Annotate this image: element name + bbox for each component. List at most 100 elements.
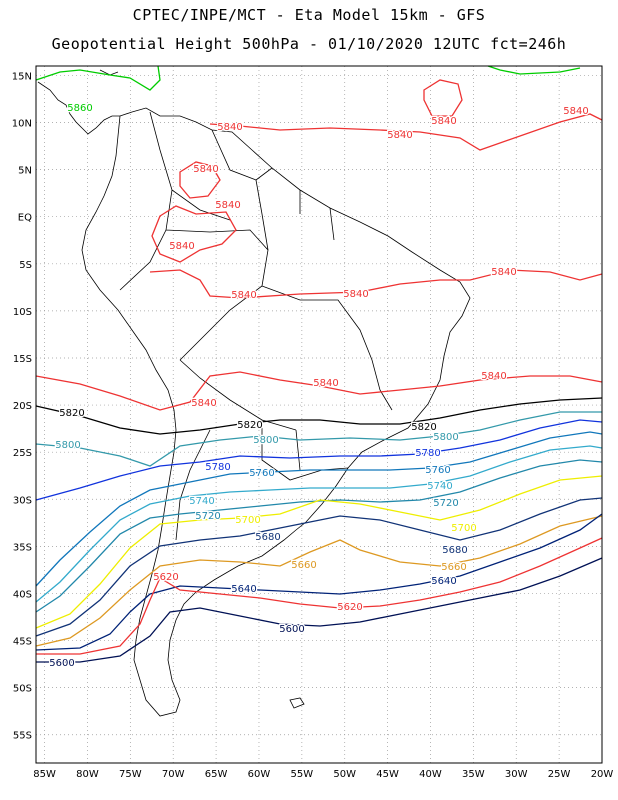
contour-line-5640 (35, 513, 603, 651)
contour-label-5840: 5840 (193, 164, 218, 175)
contour-line-5840 (423, 79, 463, 117)
title-line-2: Geopotential Height 500hPa - 01/10/2020 … (51, 35, 567, 53)
contour-label-5780: 5780 (205, 462, 230, 473)
lon-tick-label: 25W (548, 769, 571, 780)
contour-line-5780 (35, 419, 603, 501)
contour-label-5840: 5840 (491, 267, 516, 278)
contour-line-5840 (35, 371, 603, 411)
contour-label-5700: 5700 (235, 515, 260, 526)
contour-line-5700 (35, 475, 603, 629)
lon-tick-label: 70W (162, 769, 185, 780)
contour-label-5740: 5740 (427, 481, 452, 492)
contour-line-5840 (149, 269, 603, 299)
contour-line-5740 (35, 445, 603, 603)
map-frame (35, 65, 603, 764)
contour-label-5840: 5840 (481, 371, 506, 382)
contour-label-5800: 5800 (55, 440, 80, 451)
lon-tick-label: 45W (376, 769, 399, 780)
contour-label-5840: 5840 (169, 241, 194, 252)
latitude-tick-labels: 15N 10N 5N EQ 5S 10S 15S 20S 25S 30S 35S 40S 45S 50S 5… (12, 71, 32, 741)
contour-labels: 5860 5840 5840 5840 5840 5840 5840 5840 5840 5840… (48, 102, 590, 671)
south-america-coast (81, 107, 471, 717)
contour-label-5700: 5700 (451, 523, 476, 534)
contour-label-5860: 5860 (67, 103, 92, 114)
coastlines-and-borders (37, 69, 471, 717)
lat-tick-label: 10S (13, 307, 32, 318)
contour-label-5840: 5840 (343, 289, 368, 300)
lon-tick-label: 60W (248, 769, 271, 780)
contour-label-5720: 5720 (433, 498, 458, 509)
contour-label-5840: 5840 (313, 378, 338, 389)
contour-label-5660: 5660 (291, 560, 316, 571)
lat-tick-label: EQ (18, 213, 32, 224)
contour-label-5600: 5600 (279, 624, 304, 635)
contour-label-5820: 5820 (411, 422, 436, 433)
country-borders (119, 111, 393, 541)
lat-tick-label: 50S (13, 684, 32, 695)
title-line-1: CPTEC/INPE/MCT - Eta Model 15km - GFS (132, 6, 486, 24)
lat-tick-label: 35S (13, 542, 32, 553)
contour-label-5740: 5740 (189, 496, 214, 507)
lat-lon-grid (36, 66, 603, 763)
lon-tick-label: 65W (205, 769, 228, 780)
contour-label-5620: 5620 (153, 572, 178, 583)
contour-line-5600 (36, 557, 603, 663)
lon-tick-label: 85W (33, 769, 56, 780)
contour-label-5640: 5640 (231, 584, 256, 595)
contour-line-5620 (36, 537, 603, 655)
lon-tick-label: 50W (333, 769, 356, 780)
lat-tick-label: 15N (12, 71, 32, 82)
contour-line-5860 (35, 65, 581, 91)
falkland-islands (289, 697, 305, 709)
contour-line-5800 (35, 411, 602, 467)
contour-line-5660 (35, 515, 603, 647)
contour-line-5760 (35, 431, 603, 587)
contour-label-5840: 5840 (191, 398, 216, 409)
lat-tick-label: 45S (13, 637, 32, 648)
contour-label-5760: 5760 (425, 465, 450, 476)
contour-label-5840: 5840 (431, 116, 456, 127)
lat-tick-label: 25S (13, 448, 32, 459)
contour-label-5660: 5660 (441, 562, 466, 573)
lat-tick-label: 5N (18, 166, 32, 177)
contour-line-5840 (151, 161, 237, 263)
contour-label-5640: 5640 (431, 576, 456, 587)
contour-label-5820: 5820 (237, 420, 262, 431)
lon-tick-label: 35W (462, 769, 485, 780)
contour-line-5680 (35, 497, 603, 637)
contour-line-5820 (35, 397, 603, 435)
lat-tick-label: 20S (13, 401, 32, 412)
contour-label-5800: 5800 (433, 432, 458, 443)
lat-tick-label: 10N (12, 119, 32, 130)
contour-label-5600: 5600 (49, 658, 74, 669)
contour-lines (35, 65, 603, 663)
lat-tick-label: 30S (13, 495, 32, 506)
contour-label-5840: 5840 (231, 290, 256, 301)
lat-tick-label: 55S (13, 731, 32, 742)
contour-label-5780: 5780 (415, 448, 440, 459)
lat-tick-label: 15S (13, 354, 32, 365)
contour-label-5720: 5720 (195, 511, 220, 522)
lat-tick-label: 5S (19, 260, 32, 271)
contour-label-5840: 5840 (217, 122, 242, 133)
lon-tick-label: 55W (291, 769, 314, 780)
lon-tick-label: 40W (419, 769, 442, 780)
lat-tick-label: 40S (13, 589, 32, 600)
contour-label-5840: 5840 (563, 106, 588, 117)
contour-label-5820: 5820 (59, 408, 84, 419)
contour-label-5760: 5760 (249, 468, 274, 479)
contour-label-5680: 5680 (255, 532, 280, 543)
contour-line-5840 (209, 113, 603, 151)
contour-line-5720 (35, 459, 603, 613)
contour-label-5620: 5620 (337, 602, 362, 613)
lon-tick-label: 80W (76, 769, 99, 780)
lon-tick-label: 30W (505, 769, 528, 780)
lon-tick-label: 75W (119, 769, 142, 780)
lon-tick-label: 20W (591, 769, 614, 780)
longitude-tick-labels: 85W 80W 75W 70W 65W 60W 55W 50W 45W 40W 35W 30W 25W 2… (33, 769, 613, 780)
central-america-outline (37, 69, 120, 135)
contour-label-5840: 5840 (215, 200, 240, 211)
contour-label-5840: 5840 (387, 130, 412, 141)
contour-label-5680: 5680 (442, 545, 467, 556)
